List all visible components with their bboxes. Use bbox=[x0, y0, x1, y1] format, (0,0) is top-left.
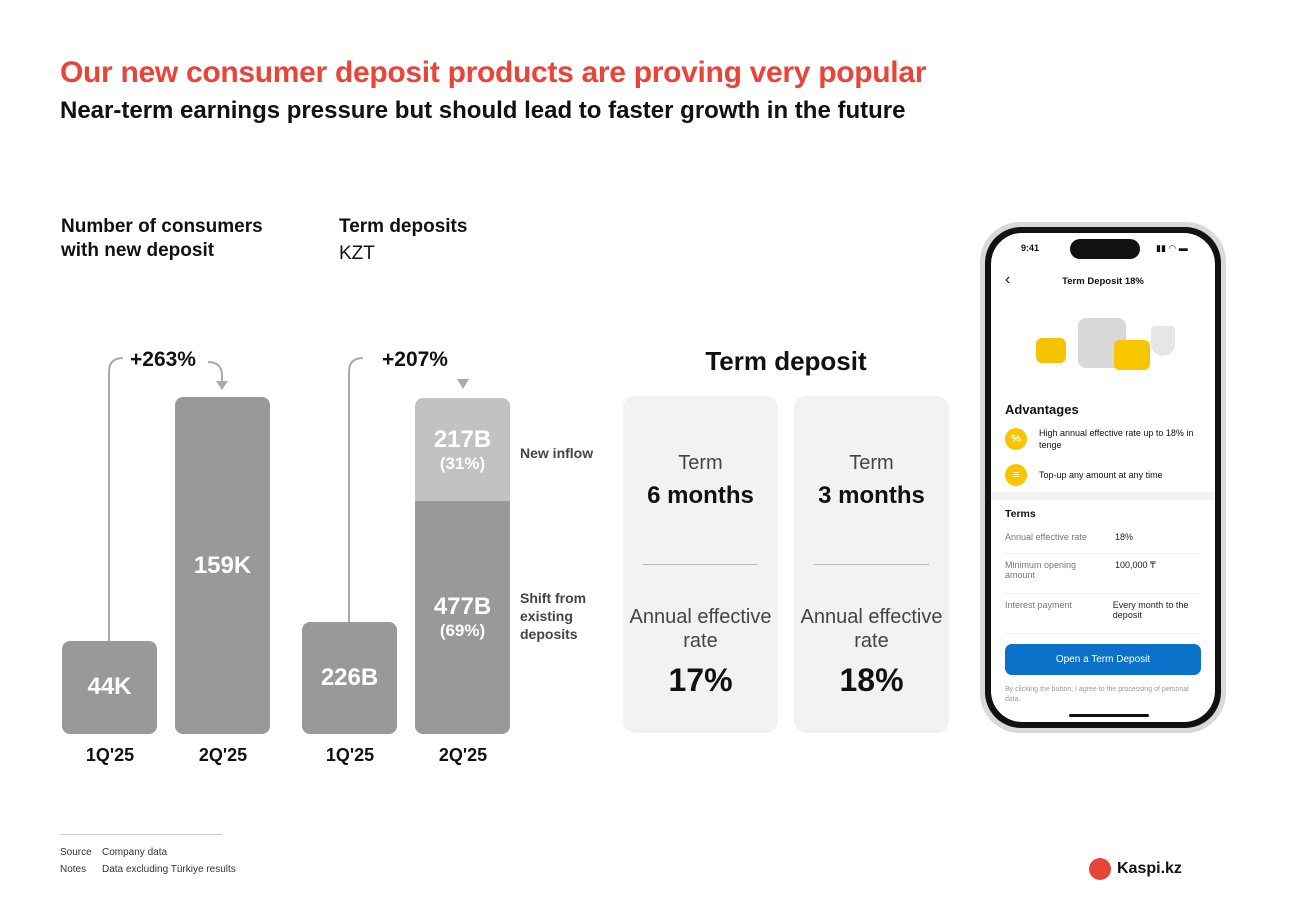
status-time: 9:41 bbox=[1021, 243, 1040, 253]
terms-title: Terms bbox=[1005, 508, 1036, 520]
home-indicator bbox=[1069, 714, 1149, 717]
arrow-head-2 bbox=[457, 379, 469, 389]
terms-row: Minimum opening amount 100,000 ₸ bbox=[1005, 560, 1201, 594]
growth-arrow-2 bbox=[348, 357, 364, 622]
kaspi-logo-text: Kaspi.kz bbox=[1117, 860, 1182, 877]
percent-icon: % bbox=[1005, 428, 1027, 450]
slide-subtitle: Near-term earnings pressure but should l… bbox=[60, 97, 906, 124]
status-icons: ▮▮ ◠ ▬ bbox=[1156, 243, 1188, 253]
chart2-title: Term deposits bbox=[339, 216, 468, 237]
bar-shift-0: 226B bbox=[302, 622, 397, 734]
term-card-3m: Term 3 months Annual effective rate 18% bbox=[794, 396, 949, 733]
source-text: Company data bbox=[102, 847, 168, 858]
x-tick-label: 1Q'25 bbox=[325, 745, 375, 765]
screen-header: Term Deposit 18% bbox=[1062, 276, 1144, 287]
coins-icon: ≡ bbox=[1005, 464, 1027, 486]
bar-1: 159K bbox=[175, 397, 270, 734]
bar-share: (69%) bbox=[439, 621, 486, 641]
term-label: Term bbox=[849, 452, 894, 474]
x-tick-label: 1Q'25 bbox=[85, 745, 135, 765]
bar-label: 217B bbox=[433, 425, 492, 453]
bar-label: 44K bbox=[87, 673, 132, 701]
growth-arrow-1 bbox=[108, 357, 223, 641]
term-key: Minimum opening amount bbox=[1005, 560, 1077, 580]
rate-label: Annual effective rate bbox=[629, 606, 772, 652]
term-val: 18% bbox=[1115, 532, 1134, 542]
rate-value: 17% bbox=[668, 662, 733, 698]
advantages-title: Advantages bbox=[1005, 402, 1079, 417]
legend-shift: Shift from existing deposits bbox=[520, 590, 587, 642]
safe-illustration-icon bbox=[1036, 318, 1176, 373]
legend-new-inflow: New inflow bbox=[520, 445, 594, 461]
term-key: Annual effective rate bbox=[1005, 532, 1087, 542]
bar-shift-1: 477B (69%) bbox=[415, 500, 510, 734]
slide-title: Our new consumer deposit products are pr… bbox=[60, 56, 927, 89]
arrow-head-1 bbox=[216, 381, 228, 390]
term-card-6m: Term 6 months Annual effective rate 17% bbox=[623, 396, 778, 733]
section-gap bbox=[991, 492, 1215, 500]
growth-label-2: +207% bbox=[382, 348, 448, 371]
bar-label: 226B bbox=[320, 664, 379, 691]
open-deposit-button[interactable]: Open a Term Deposit bbox=[1005, 644, 1201, 675]
terms-row: Interest payment Every month to the depos… bbox=[1005, 600, 1201, 634]
x-tick-label: 2Q'25 bbox=[438, 745, 488, 765]
bar-0: 44K bbox=[62, 640, 157, 734]
back-icon[interactable]: ‹ bbox=[1005, 271, 1011, 288]
dynamic-island bbox=[1070, 239, 1140, 259]
chart1-title: Number of consumers with new deposit bbox=[61, 216, 263, 261]
bar-share: (31%) bbox=[439, 453, 486, 473]
footer-divider bbox=[60, 834, 222, 835]
term-val: 100,000 ₸ bbox=[1115, 560, 1156, 570]
notes-label: Notes bbox=[60, 864, 87, 875]
divider bbox=[814, 564, 929, 565]
notes-text: Data excluding Türkiye results bbox=[102, 864, 236, 875]
kaspi-logo-icon bbox=[1089, 858, 1111, 880]
term-value: 6 months bbox=[647, 482, 754, 509]
chart2-unit: KZT bbox=[339, 243, 375, 264]
term-label: Term bbox=[678, 452, 723, 474]
terms-row: Annual effective rate 18% bbox=[1005, 532, 1201, 554]
bar-label: 477B bbox=[433, 593, 492, 621]
advantage-item: High annual effective rate up to 18% in … bbox=[1039, 428, 1194, 450]
term-key: Interest payment bbox=[1005, 600, 1073, 610]
x-tick-label: 2Q'25 bbox=[198, 745, 248, 765]
advantage-item: Top-up any amount at any time bbox=[1039, 470, 1163, 480]
bar-inflow-1: 217B (31%) bbox=[415, 398, 510, 501]
term-deposit-title: Term deposit bbox=[705, 346, 867, 376]
phone-mockup: 9:41 ▮▮ ◠ ▬ ‹ Term Deposit 18% Advantage… bbox=[980, 222, 1226, 733]
rate-label: Annual effective rate bbox=[800, 606, 943, 652]
growth-label-1: +263% bbox=[130, 348, 196, 371]
divider bbox=[643, 564, 758, 565]
term-value: 3 months bbox=[818, 482, 925, 509]
rate-value: 18% bbox=[839, 662, 904, 698]
growth-arrows bbox=[108, 357, 469, 641]
term-val: Every month to the deposit bbox=[1112, 600, 1189, 620]
disclaimer: By clicking the button, I agree to the p… bbox=[1005, 686, 1189, 703]
source-label: Source bbox=[60, 847, 92, 858]
bar-label: 159K bbox=[193, 551, 252, 579]
